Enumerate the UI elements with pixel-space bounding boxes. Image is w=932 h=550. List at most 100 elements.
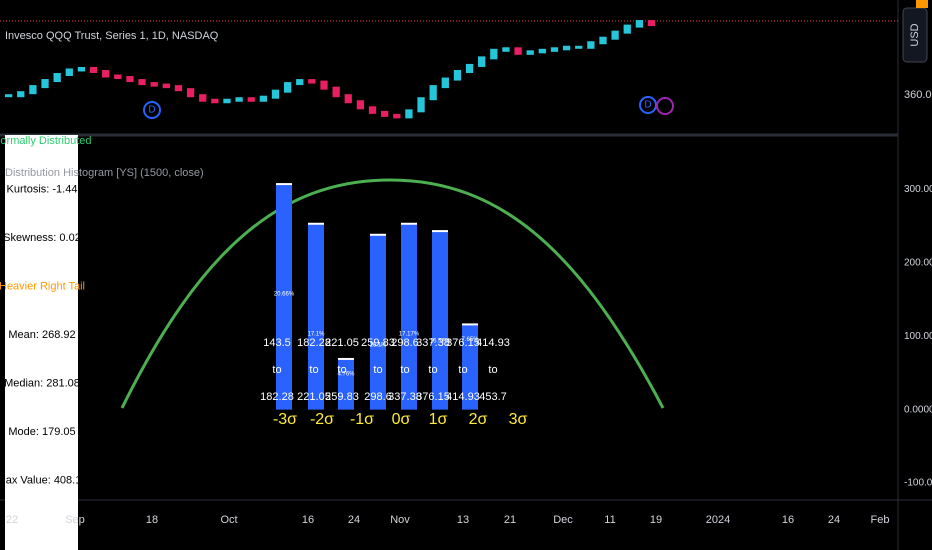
candle xyxy=(429,85,437,101)
time-label: 11 xyxy=(604,514,615,526)
currency-label: USD xyxy=(909,23,921,46)
candle xyxy=(186,88,195,98)
percent-label: 4.76% xyxy=(337,372,355,378)
stat-line: Skewness: 0.02 xyxy=(3,232,81,244)
candle xyxy=(29,85,37,95)
candle xyxy=(308,79,316,84)
candle xyxy=(211,98,219,104)
percent-label: 16.1% xyxy=(369,342,387,348)
time-label: Nov xyxy=(390,514,410,526)
histogram-bar xyxy=(432,231,448,410)
candle xyxy=(356,100,365,110)
range-label: 453.7 xyxy=(479,391,507,403)
currency-button[interactable] xyxy=(902,7,928,63)
candle xyxy=(162,83,170,89)
candle xyxy=(368,106,377,114)
candle xyxy=(465,63,474,73)
stats-panel xyxy=(5,135,78,550)
candle xyxy=(5,94,13,98)
stat-line: Mean: 268.92 xyxy=(8,329,75,341)
stat-line: Heavier Right Tail xyxy=(0,280,85,292)
time-label: 16 xyxy=(782,514,794,526)
candle xyxy=(223,98,231,104)
candle xyxy=(393,113,401,119)
candle xyxy=(344,94,352,104)
candle xyxy=(259,95,267,102)
candle xyxy=(647,20,656,27)
histogram-bar xyxy=(338,358,354,410)
range-label: 414.93 xyxy=(476,337,510,349)
candle xyxy=(271,89,280,99)
stat-line: Median: 281.08 xyxy=(4,377,80,389)
candle xyxy=(599,36,607,45)
sigma-label: 0σ xyxy=(392,411,411,428)
histogram-bar xyxy=(276,184,292,410)
candle xyxy=(381,110,389,117)
range-label: 182.28 xyxy=(260,391,294,403)
y-tick-label: -100.00 xyxy=(904,478,932,489)
stat-line: Kurtosis: -1.44 xyxy=(7,183,78,195)
candle xyxy=(332,86,340,98)
sigma-label: 1σ xyxy=(429,411,448,428)
y-tick-label: 300.00 xyxy=(904,184,932,195)
candle xyxy=(478,56,486,67)
sigma-label: -3σ xyxy=(273,411,297,428)
candle xyxy=(502,47,510,52)
range-label: 259.83 xyxy=(325,391,359,403)
candle xyxy=(296,79,304,86)
time-label: 24 xyxy=(828,514,840,526)
range-label: to xyxy=(337,364,346,376)
time-label: 24 xyxy=(348,514,360,526)
candle xyxy=(199,94,207,102)
range-label: 376.15 xyxy=(446,337,480,349)
y-tick-label: 100.00 xyxy=(904,331,932,342)
candle xyxy=(138,79,146,86)
percent-label: 16.57% xyxy=(430,339,451,345)
range-label: 182.28 xyxy=(297,337,331,349)
range-label: 337.38 xyxy=(416,337,450,349)
candle xyxy=(150,82,158,87)
candle xyxy=(283,82,292,93)
split-icon xyxy=(656,97,674,115)
candle xyxy=(320,80,328,90)
candle xyxy=(102,69,110,78)
candle xyxy=(89,66,98,73)
candle xyxy=(514,47,522,55)
time-label: 18 xyxy=(146,514,158,526)
candle xyxy=(17,91,25,98)
candle xyxy=(114,74,122,80)
candle xyxy=(623,24,631,34)
candle xyxy=(587,41,595,49)
range-label: to xyxy=(309,364,318,376)
candle xyxy=(441,77,449,89)
time-label: Dec xyxy=(553,514,573,526)
range-label: to xyxy=(272,364,281,376)
candle xyxy=(417,97,425,113)
time-label: Sep xyxy=(65,514,85,526)
indicator-label: Distribution Histogram [YS] (1500, close… xyxy=(5,167,204,179)
candle xyxy=(526,50,534,55)
candle xyxy=(41,79,49,89)
candle xyxy=(575,45,583,49)
time-label: 2024 xyxy=(706,514,730,526)
range-label: 259.83 xyxy=(361,337,395,349)
range-label: 221.05 xyxy=(297,391,331,403)
time-label: 13 xyxy=(457,514,469,526)
range-label: 337.38 xyxy=(388,391,422,403)
y-tick-label: 200.00 xyxy=(904,257,932,268)
event-label: D xyxy=(148,105,155,116)
candle xyxy=(550,47,559,52)
candle xyxy=(77,66,86,72)
histogram-bar xyxy=(462,324,478,410)
stat-line: Mode: 179.05 xyxy=(8,426,75,438)
price-tick-label: 360.00 xyxy=(904,89,932,101)
y-tick-label: 0.0000 xyxy=(904,404,932,415)
alert-marker xyxy=(916,0,928,8)
stat-line: Normally Distributed xyxy=(0,135,92,147)
time-label: 21 xyxy=(504,514,516,526)
histogram-bar xyxy=(308,223,324,410)
time-label: 19 xyxy=(650,514,662,526)
candle xyxy=(405,109,413,119)
candle xyxy=(562,45,571,51)
